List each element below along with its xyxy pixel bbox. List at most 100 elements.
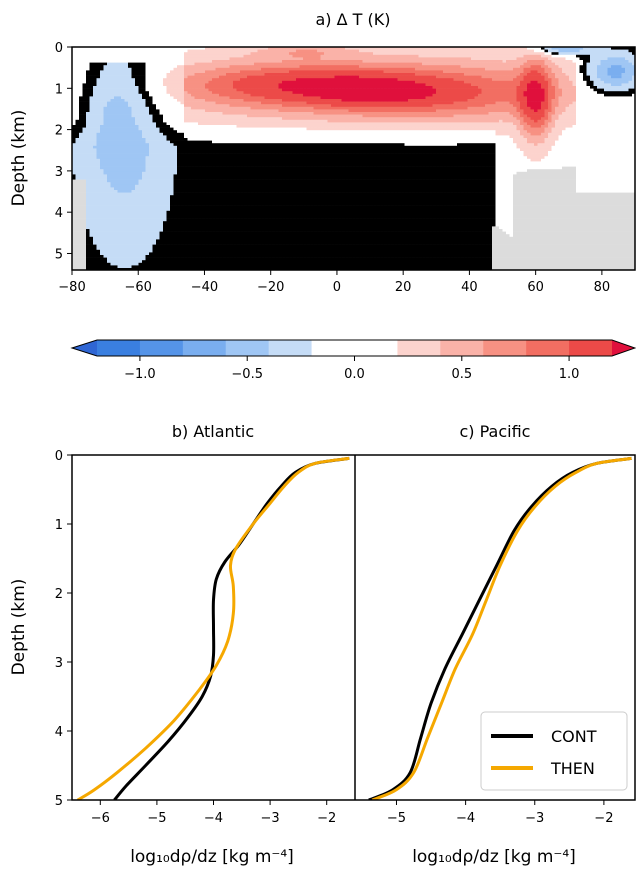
field-cell (261, 166, 265, 170)
field-cell (187, 223, 192, 227)
field-cell (159, 99, 164, 102)
field-cell (159, 239, 164, 243)
field-cell (180, 101, 185, 105)
field-cell (93, 197, 97, 201)
field-cell (240, 239, 244, 243)
field-cell (233, 216, 237, 219)
field-cell (75, 174, 80, 178)
field-cell (145, 70, 150, 74)
field-cell (194, 242, 199, 245)
field-cell (117, 247, 122, 251)
field-cell (219, 117, 223, 121)
field-cell (107, 255, 111, 258)
field-cell (215, 106, 220, 110)
field-cell (145, 252, 150, 256)
field-cell (191, 73, 195, 76)
field-cell (89, 190, 94, 193)
field-cell (149, 158, 153, 162)
field-cell (117, 226, 122, 230)
field-cell (96, 99, 101, 102)
field-cell (254, 135, 258, 139)
field-cell (187, 236, 192, 240)
field-cell (180, 148, 185, 152)
field-cell (75, 52, 80, 56)
field-cell (166, 182, 171, 186)
field-cell (114, 109, 118, 113)
field-cell (271, 187, 276, 191)
field-cell (247, 265, 251, 269)
field-cell (187, 49, 192, 53)
field-cell (128, 96, 132, 100)
field-cell (268, 200, 272, 204)
field-cell (264, 132, 269, 136)
field-cell (208, 200, 213, 204)
field-cell (271, 247, 276, 251)
field-cell (86, 184, 90, 188)
field-cell (212, 96, 216, 100)
field-cell (226, 210, 230, 214)
field-cell (135, 161, 139, 165)
field-cell (166, 242, 171, 245)
field-cell (159, 57, 164, 61)
field-cell (184, 60, 188, 63)
field-cell (114, 203, 118, 206)
field-cell (173, 203, 178, 206)
field-cell (247, 213, 251, 217)
field-cell (240, 166, 244, 170)
field-cell (205, 132, 209, 136)
field-cell (173, 200, 178, 204)
field-cell (114, 91, 118, 95)
field-cell (180, 239, 185, 243)
field-cell (149, 153, 153, 157)
field-cell (159, 229, 164, 232)
field-cell (96, 179, 101, 183)
field-cell (110, 57, 115, 61)
field-cell (177, 197, 181, 201)
field-cell (86, 210, 90, 214)
field-cell (170, 190, 174, 193)
field-cell (159, 101, 164, 105)
field-cell (201, 164, 206, 167)
field-cell (145, 231, 150, 235)
field-cell (124, 99, 129, 102)
field-cell (156, 151, 160, 154)
field-cell (264, 260, 269, 264)
field-cell (268, 226, 272, 230)
field-cell (201, 143, 206, 147)
field-cell (243, 244, 248, 248)
field-cell (156, 236, 160, 240)
field-cell (93, 70, 97, 74)
field-cell (264, 52, 269, 56)
field-cell (229, 62, 234, 66)
field-cell (236, 260, 241, 264)
field-cell (142, 229, 146, 232)
field-cell (103, 239, 108, 243)
field-cell (142, 161, 146, 165)
field-cell (226, 47, 230, 50)
field-cell (187, 88, 192, 92)
field-cell (191, 192, 195, 196)
field-cell (226, 57, 230, 61)
field-cell (75, 65, 80, 69)
field-cell (96, 192, 101, 196)
field-cell (180, 132, 185, 136)
field-cell (156, 75, 160, 79)
field-cell (219, 231, 223, 235)
field-cell (103, 184, 108, 188)
field-cell (243, 161, 248, 165)
field-cell (201, 195, 206, 199)
field-cell (82, 174, 87, 178)
field-cell (268, 138, 272, 141)
field-cell (75, 143, 80, 147)
field-cell (173, 57, 178, 61)
field-cell (208, 171, 213, 175)
field-cell (107, 203, 111, 206)
field-cell (152, 179, 157, 183)
field-cell (142, 171, 146, 175)
field-cell (121, 156, 125, 160)
field-cell (89, 88, 94, 92)
field-cell (79, 67, 83, 71)
field-cell (271, 255, 276, 258)
field-cell (75, 49, 80, 53)
field-cell (257, 161, 262, 165)
